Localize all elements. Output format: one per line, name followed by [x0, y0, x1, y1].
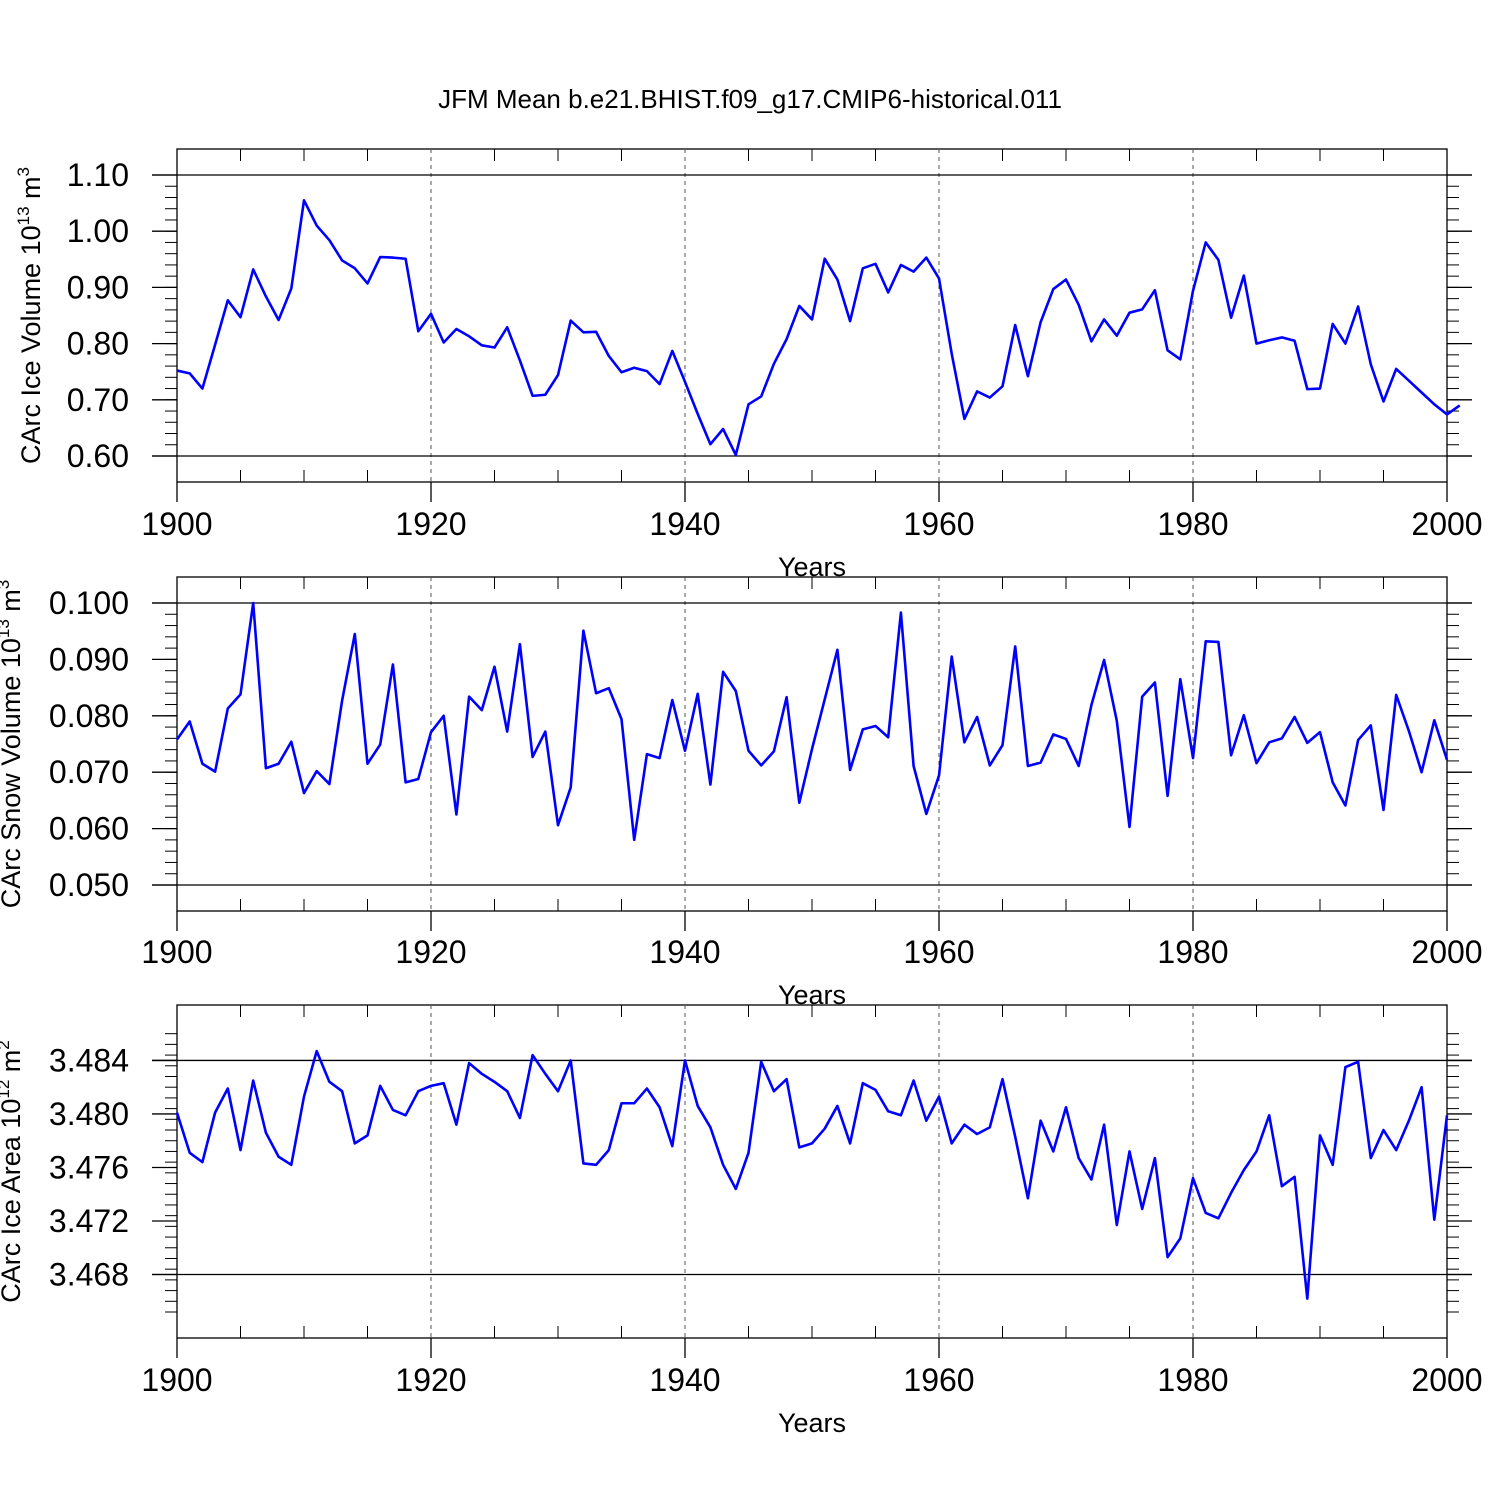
- y-tick-label: 0.090: [49, 641, 129, 677]
- x-tick-label: 2000: [1411, 1362, 1482, 1398]
- chart-ice-volume: 1900 1920 1940 1960 1980 2000 0.60 0.70 0.80 0.90…: [14, 148, 1483, 582]
- x-tick-label: 1940: [649, 1362, 720, 1398]
- chart-ice-area: 1900 1920 1940 1960 1980 2000 3.468 3.472 3.476 3…: [0, 1004, 1483, 1438]
- y-axis-label: CArc Ice Volume 1013 m3: [14, 167, 46, 464]
- x-tick-label: 1960: [903, 934, 974, 970]
- x-tick-label: 1940: [649, 506, 720, 542]
- y-tick-label: 0.070: [49, 754, 129, 790]
- y-tick-label: 3.476: [49, 1149, 129, 1185]
- x-tick-label: 1900: [141, 934, 212, 970]
- x-tick-label: 1960: [903, 1362, 974, 1398]
- y-tick-label: 0.060: [49, 811, 129, 847]
- x-tick-label: 1920: [395, 934, 466, 970]
- y-tick-label: 3.480: [49, 1096, 129, 1132]
- x-tick-label: 1920: [395, 506, 466, 542]
- series-line-ice-volume: [176, 198, 1461, 457]
- x-tick-label: 1900: [141, 1362, 212, 1398]
- x-tick-label: 1900: [141, 506, 212, 542]
- y-tick-label: 0.080: [49, 698, 129, 734]
- y-tick-label: 3.468: [49, 1257, 129, 1293]
- y-tick-label: 3.472: [49, 1203, 129, 1239]
- y-axis-label: CArc Ice Area 1012 m2: [0, 1040, 26, 1303]
- y-tick-label: 0.60: [67, 438, 129, 474]
- x-tick-label: 1980: [1157, 934, 1228, 970]
- y-tick-label: 1.00: [67, 213, 129, 249]
- y-tick-label: 1.10: [67, 157, 129, 193]
- y-tick-label: 0.80: [67, 326, 129, 362]
- x-tick-label: 1940: [649, 934, 720, 970]
- y-tick-label: 3.484: [49, 1042, 129, 1078]
- y-tick-label: 0.90: [67, 269, 129, 305]
- x-tick-label: 2000: [1411, 934, 1482, 970]
- series-line-snow-volume: [175, 601, 1449, 842]
- y-tick-label: 0.050: [49, 867, 129, 903]
- x-tick-label: 2000: [1411, 506, 1482, 542]
- chart-snow-volume: 1900 1920 1940 1960 1980 2000 0.050 0.060 0.070 0…: [0, 576, 1483, 1010]
- x-tick-label: 1920: [395, 1362, 466, 1398]
- x-tick-label: 1980: [1157, 1362, 1228, 1398]
- y-tick-label: 0.100: [49, 585, 129, 621]
- plot-frame: [176, 1004, 1448, 1339]
- series-line-ice-area: [175, 1049, 1449, 1300]
- y-tick-label: 0.70: [67, 382, 129, 418]
- x-axis-label: Years: [778, 1408, 846, 1438]
- x-tick-label: 1980: [1157, 506, 1228, 542]
- figure-title: JFM Mean b.e21.BHIST.f09_g17.CMIP6-histo…: [438, 84, 1062, 114]
- y-axis-label: CArc Snow Volume 1013 m3: [0, 580, 26, 909]
- x-tick-label: 1960: [903, 506, 974, 542]
